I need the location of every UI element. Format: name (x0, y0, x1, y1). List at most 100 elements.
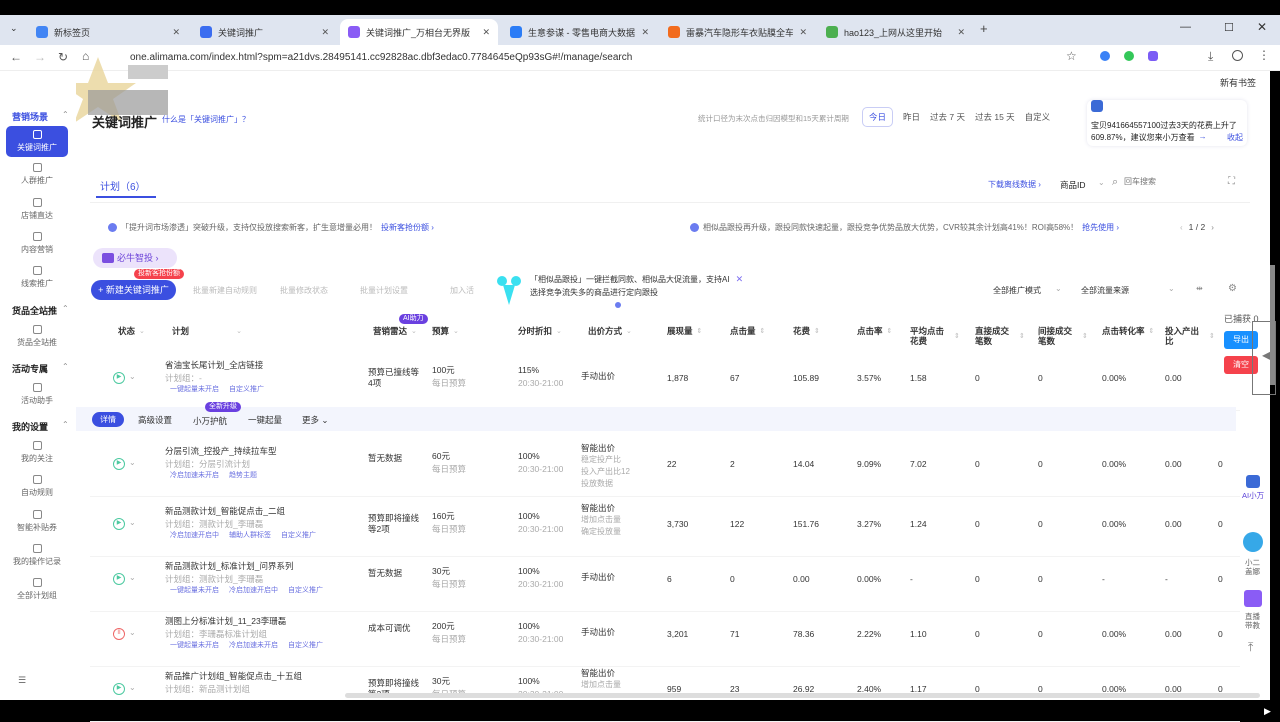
budget[interactable]: 60元 (432, 451, 450, 461)
what-is-link[interactable]: 什么是「关键词推广」？ (162, 115, 250, 124)
chevron-down-icon[interactable]: ⌄ (129, 518, 136, 527)
sidebar-item[interactable]: 自动规则 (6, 475, 68, 498)
plan-name[interactable]: 新品推广计划组_智能促点击_十五组 (165, 671, 302, 681)
column-header[interactable]: 计划 ⌄ (172, 326, 242, 336)
chevron-down-icon[interactable]: ⌄ (129, 458, 136, 467)
tab-search-chevron-icon[interactable]: ⌄ (10, 23, 18, 33)
prev-page-icon[interactable]: ‹ (1180, 222, 1183, 232)
column-header[interactable]: 营销雷达 ⌄ (373, 326, 417, 336)
batch-settings-select[interactable]: 批量计划设置 (360, 286, 408, 295)
sidebar-section-title[interactable]: 活动专属 (12, 364, 49, 374)
boost-button[interactable]: 一键起量 (248, 415, 283, 425)
promo-mode-select[interactable]: 全部推广模式 (993, 286, 1041, 295)
close-tab-icon[interactable]: ✕ (482, 26, 490, 37)
plan-name[interactable]: 测图上分标准计划_11_23李珊磊 (165, 616, 287, 626)
close-tab-icon[interactable]: ✕ (172, 26, 180, 37)
new-keyword-promo-button[interactable]: + 新建关键词推广 (91, 280, 176, 300)
browser-tab[interactable]: 关键词推广 ✕ (192, 19, 337, 45)
time-discount[interactable]: 100% (518, 676, 540, 686)
plan-tag-link[interactable]: 辅助人群标签 (229, 532, 271, 539)
sidebar-item[interactable]: 店铺直达 (6, 198, 68, 221)
live-icon[interactable] (1244, 590, 1262, 607)
download-icon[interactable]: ⤓ (1208, 49, 1214, 63)
add-to-activity-button[interactable]: 加入活 (450, 286, 474, 295)
notice-link[interactable]: 投新客抢份额 › (381, 223, 434, 232)
plan-tag-link[interactable]: 自定义推广 (288, 587, 323, 594)
advanced-settings-button[interactable]: 高级设置 (138, 415, 173, 425)
tip-arrow[interactable]: → (1198, 132, 1207, 141)
chevron-down-icon[interactable]: ⌄ (129, 628, 136, 637)
next-page-icon[interactable]: › (1211, 222, 1214, 232)
sort-icon[interactable]: ⇕ (1209, 333, 1215, 340)
column-header[interactable]: 分时折扣 ⌄ (518, 326, 562, 336)
sidebar-section-title[interactable]: 营销场景 (12, 112, 49, 122)
running-status-icon[interactable]: ▶ (113, 458, 125, 470)
chevron-up-icon[interactable]: ⌃ (62, 110, 69, 119)
sort-icon[interactable]: ⇕ (696, 328, 703, 335)
sort-icon[interactable]: ⇕ (759, 328, 766, 335)
plan-tag-link[interactable]: 自定义推广 (229, 386, 264, 393)
budget[interactable]: 100元 (432, 365, 455, 375)
column-header[interactable]: 预算 ⌄ (432, 326, 459, 336)
date-range-option[interactable]: 今日 (862, 107, 894, 127)
plan-name[interactable]: 新品测款计划_标准计划_问界系列 (165, 561, 294, 571)
chevron-down-icon[interactable]: ⌄ (626, 328, 632, 335)
traffic-source-select[interactable]: 全部流量来源 (1081, 286, 1129, 295)
browser-tab[interactable]: 生意参谋 - 零售电商大数据产品 ✕ (502, 19, 657, 45)
chevron-down-icon[interactable]: ⌄ (129, 573, 136, 582)
plan-tag-link[interactable]: 一键起量未开启 (170, 587, 219, 594)
chevron-down-icon[interactable]: ⌄ (556, 328, 562, 335)
running-status-icon[interactable]: ▶ (113, 372, 125, 384)
live-label[interactable]: 直播带教 (1245, 612, 1260, 630)
guard-button[interactable]: 小万护航 (193, 416, 228, 426)
date-range-option[interactable]: 过去 15 天 (974, 112, 1015, 122)
column-header[interactable]: 点击量 ⇕ (730, 326, 765, 336)
filter-field-select[interactable]: 商品ID (1060, 180, 1086, 190)
batch-rule-button[interactable]: 批量新建自动规则 (193, 286, 257, 295)
sidebar-section-title[interactable]: 我的设置 (12, 422, 49, 432)
plan-tag-link[interactable]: 一键起量未开启 (170, 642, 219, 649)
time-discount[interactable]: 100% (518, 566, 540, 576)
export-button[interactable]: 导出 (1224, 331, 1258, 349)
plan-tag-link[interactable]: 冷启加速未开启 (229, 642, 278, 649)
browser-tab[interactable]: 新标签页 ✕ (28, 19, 188, 45)
time-discount[interactable]: 100% (518, 621, 540, 631)
collapse-arrow-icon[interactable]: ◀ (1262, 348, 1272, 362)
time-discount[interactable]: 100% (518, 511, 540, 521)
minimize-button[interactable]: — (1180, 21, 1191, 33)
close-tab-icon[interactable]: ✕ (799, 26, 807, 37)
column-header[interactable]: 点击转化率 ⇕ (1102, 326, 1154, 336)
date-range-option[interactable]: 昨日 (903, 112, 921, 122)
sort-icon[interactable]: ⇕ (814, 328, 820, 335)
chevron-up-icon[interactable]: ⌃ (62, 304, 69, 313)
clear-button[interactable]: 清空 (1224, 356, 1258, 374)
time-discount[interactable]: 115% (518, 365, 540, 375)
column-header[interactable]: 间接成交笔数 ⇕ (1038, 326, 1088, 346)
settings-gear-icon[interactable]: ⚙ (1228, 283, 1237, 294)
chevron-down-icon[interactable]: ⌄ (129, 683, 136, 692)
extension-icon[interactable] (1124, 51, 1134, 61)
chevron-down-icon[interactable]: ⌄ (139, 328, 145, 335)
bid-method[interactable]: 智能出价 (581, 443, 616, 453)
plan-tag-link[interactable]: 自定义推广 (281, 532, 316, 539)
ai-assistant-icon[interactable] (1246, 475, 1260, 488)
extension-icon[interactable] (1148, 51, 1158, 61)
sort-icon[interactable]: ⇕ (886, 328, 893, 335)
sort-icon[interactable]: ⇕ (954, 333, 960, 340)
browser-tab[interactable]: hao123_上网从这里开始 ✕ (818, 19, 973, 45)
more-button[interactable]: 更多 ⌄ (302, 415, 329, 425)
sidebar-item[interactable]: 全部计划组 (6, 578, 68, 601)
plan-name[interactable]: 省油宝长尾计划_全店链接 (165, 360, 264, 370)
close-promo-icon[interactable]: ✕ (735, 274, 744, 284)
running-status-icon[interactable]: ▶ (113, 573, 125, 585)
close-tab-icon[interactable]: ✕ (957, 26, 965, 37)
collapse-link[interactable]: 收起 (1227, 133, 1243, 142)
maximize-button[interactable]: ☐ (1224, 22, 1234, 34)
browser-tab[interactable]: 雷暴汽车隐形车衣贴膜全车漆面 ✕ (660, 19, 815, 45)
close-tab-icon[interactable]: ✕ (321, 26, 329, 37)
chevron-down-icon[interactable]: ⌄ (411, 328, 417, 335)
sort-icon[interactable]: ⇕ (1019, 333, 1025, 340)
side-panel-handle[interactable] (1252, 321, 1276, 395)
column-header[interactable]: 平均点击花费 ⇕ (910, 326, 960, 346)
sidebar-item[interactable]: 货品全站推 (6, 325, 68, 348)
